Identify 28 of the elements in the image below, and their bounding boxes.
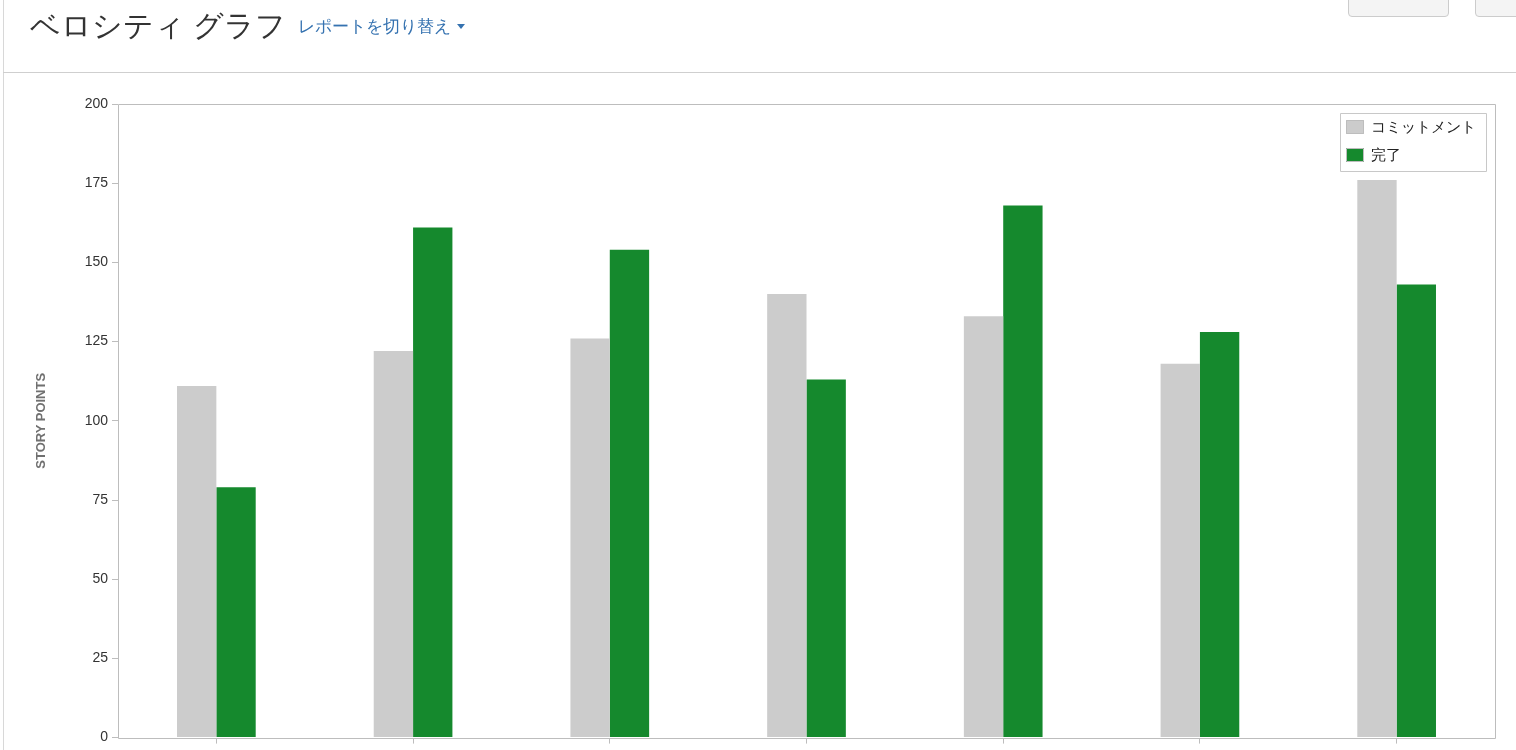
chart-title: ベロシティ グラフ: [30, 9, 287, 42]
y-tick-label: 75: [92, 490, 109, 507]
y-tick-label: 175: [84, 174, 109, 191]
bar: [609, 249, 650, 738]
bar: [373, 351, 414, 738]
y-axis-title: STORY POINTS: [33, 372, 49, 469]
bar: [806, 379, 846, 738]
y-tick-label: 200: [84, 94, 109, 111]
bar: [216, 487, 256, 738]
bar: [963, 316, 1004, 738]
legend-label: 完了: [1371, 146, 1401, 164]
bar: [1003, 205, 1043, 738]
y-tick-label: 100: [84, 411, 109, 428]
bar: [177, 385, 217, 738]
bar: [570, 338, 610, 738]
legend-label: コミットメント: [1371, 118, 1476, 136]
y-tick-label: 150: [84, 253, 109, 270]
bar: [1199, 332, 1240, 738]
chart-subtitle: レポートを切り替え: [298, 17, 452, 36]
y-tick-label: 0: [100, 728, 109, 745]
bar: [1160, 363, 1200, 738]
bar: [767, 294, 807, 738]
bar: [413, 227, 453, 738]
y-tick-label: 50: [92, 570, 109, 587]
bar: [1357, 180, 1397, 738]
y-tick-label: 125: [84, 332, 109, 349]
y-tick-label: 25: [92, 649, 109, 666]
bar: [1396, 284, 1436, 738]
